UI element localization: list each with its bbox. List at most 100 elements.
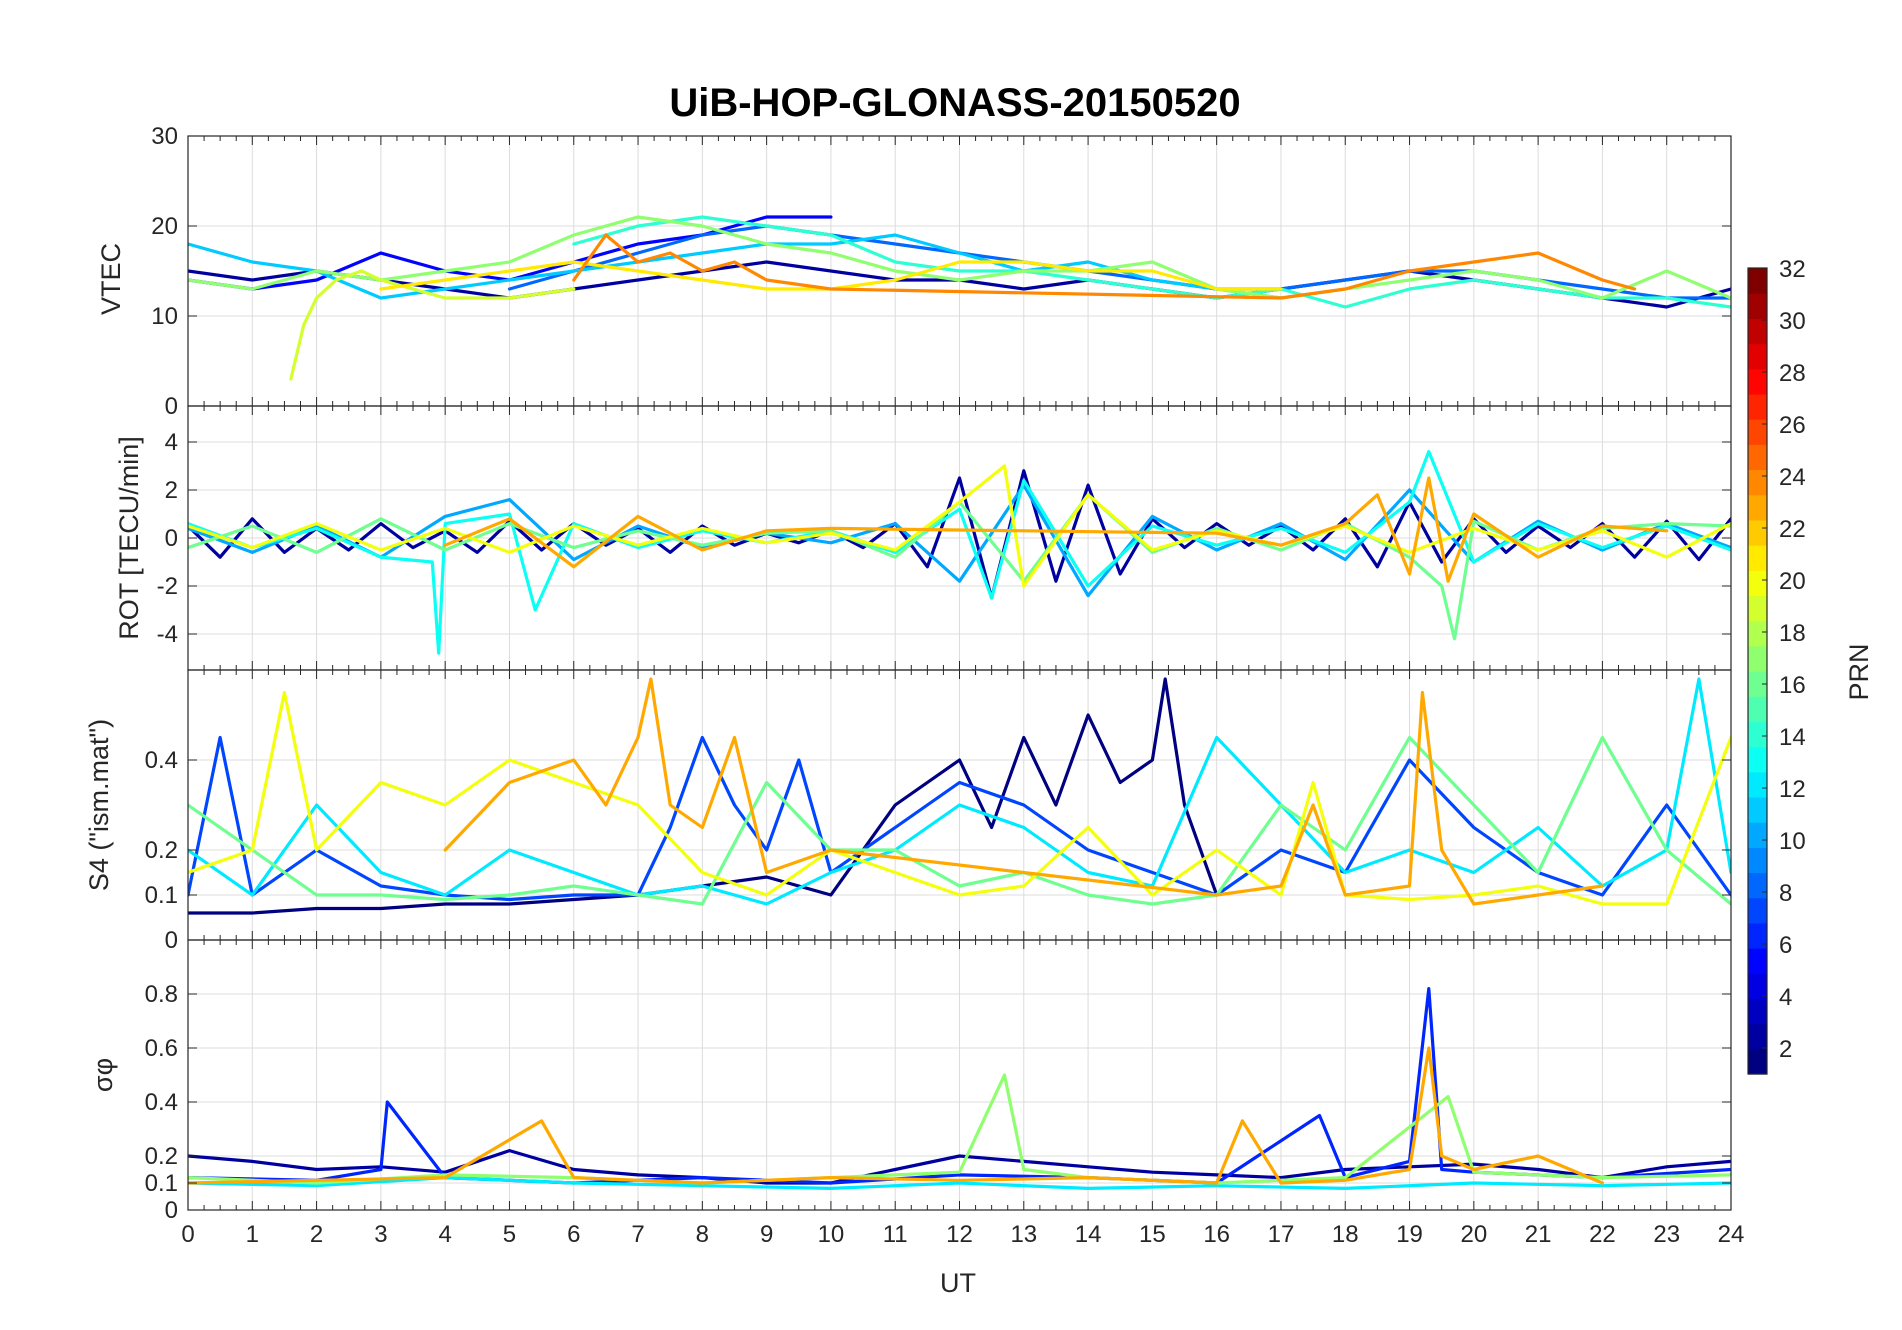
colorbar-tick-label: 6 [1779, 932, 1792, 959]
x-tick-label: 8 [696, 1221, 709, 1248]
x-axis-label: UT [940, 1268, 976, 1298]
series-prn-2 [188, 1149, 1731, 1185]
y-tick-label: 4 [165, 429, 178, 456]
colorbar-segment [1748, 671, 1767, 697]
colorbar-segment [1748, 368, 1767, 395]
colorbar-segment [1748, 620, 1767, 647]
x-tick-label: 14 [1075, 1221, 1102, 1248]
x-tick-label: 2 [310, 1221, 323, 1248]
colorbar-segment [1748, 645, 1767, 672]
colorbar-tick-label: 12 [1779, 776, 1806, 803]
x-tick-label: 7 [631, 1221, 644, 1248]
series-group [188, 987, 1731, 1190]
x-tick-label: 22 [1589, 1221, 1616, 1248]
y-axis-label: VTEC [96, 243, 126, 315]
series-prn-12 [188, 677, 1731, 906]
x-tick-label: 13 [1010, 1221, 1037, 1248]
y-tick-label: -2 [157, 573, 178, 600]
x-tick-label: 16 [1203, 1221, 1230, 1248]
y-tick-label: 0 [165, 393, 178, 420]
colorbar-tick-label: 22 [1779, 516, 1806, 543]
y-tick-label: 2 [165, 477, 178, 504]
y-tick-label: 30 [151, 123, 178, 150]
colorbar-segment [1748, 570, 1767, 597]
series-prn-16 [188, 735, 1731, 906]
colorbar-segment [1748, 343, 1767, 370]
x-tick-label: 17 [1268, 1221, 1295, 1248]
x-tick-label: 10 [818, 1221, 845, 1248]
colorbar-tick-label: 14 [1779, 724, 1806, 751]
series-prn-20 [188, 690, 1731, 906]
colorbar-segment [1748, 948, 1767, 974]
colorbar-tick-label: 18 [1779, 620, 1806, 647]
colorbar-segment [1748, 973, 1767, 1000]
y-axis-label: ROT [TECU/min] [114, 436, 144, 640]
x-tick-label: 1 [246, 1221, 259, 1248]
colorbar-segment [1748, 922, 1767, 949]
colorbar-frame [1747, 267, 1768, 1075]
series-prn-23 [443, 476, 1669, 583]
colorbar-segment [1748, 419, 1767, 445]
x-tick-label: 3 [374, 1221, 387, 1248]
y-tick-label: 0.4 [145, 747, 178, 774]
colorbar-tick-label: 24 [1779, 464, 1806, 491]
x-tick-label: 19 [1396, 1221, 1423, 1248]
colorbar-tick-label: 8 [1779, 880, 1792, 907]
colorbar-label: PRN [1844, 643, 1874, 700]
colorbar-tick-label: 26 [1779, 412, 1806, 439]
colorbar-segment [1748, 746, 1767, 773]
y-tick-label: 0.6 [145, 1035, 178, 1062]
x-tick-label: 21 [1525, 1221, 1552, 1248]
x-tick-label: 11 [883, 1221, 908, 1248]
chart-title: UiB-HOP-GLONASS-20150520 [669, 81, 1240, 125]
series-prn-17 [188, 1073, 1731, 1185]
colorbar-segment [1748, 595, 1767, 622]
colorbar-segment [1748, 293, 1767, 319]
colorbar-segment [1748, 897, 1767, 924]
y-tick-label: 0.2 [145, 837, 178, 864]
x-tick-label: 9 [760, 1221, 773, 1248]
x-tick-label: 24 [1718, 1221, 1745, 1248]
colorbar-tick-label: 32 [1779, 256, 1806, 283]
colorbar-segment [1748, 771, 1767, 798]
colorbar-segment [1748, 318, 1767, 345]
series-group [188, 450, 1731, 655]
y-tick-label: 10 [151, 303, 178, 330]
x-tick-label: 4 [438, 1221, 451, 1248]
series-prn-17 [188, 215, 1731, 300]
series-prn-14 [572, 215, 1731, 309]
x-tick-label: 23 [1653, 1221, 1680, 1248]
series-prn-24 [572, 233, 1637, 300]
colorbar-segment [1748, 796, 1767, 823]
series-prn-19 [289, 269, 576, 381]
y-tick-label: 0.1 [145, 1170, 178, 1197]
x-tick-label: 18 [1332, 1221, 1359, 1248]
colorbar-tick-label: 16 [1779, 672, 1806, 699]
series-prn-8 [507, 224, 1731, 300]
y-axis-label: σφ [88, 1058, 118, 1092]
panel-3: 0 0.1 0.2 0.4 S4 ("ism.mat") [84, 669, 1732, 954]
series-prn-11 [188, 233, 1283, 300]
series-group [188, 677, 1731, 915]
series-prn-23 [443, 677, 1604, 906]
y-tick-label: 0.8 [145, 981, 178, 1008]
y-tick-label: 20 [151, 213, 178, 240]
colorbar-tick-label: 20 [1779, 568, 1806, 595]
panel-4: 00.10.2 0.4 0.6 0.8 σφ [88, 939, 1732, 1224]
colorbar-segment [1748, 469, 1767, 496]
colorbar-tick-label: 30 [1779, 308, 1806, 335]
colorbar-tick-label: 28 [1779, 360, 1806, 387]
colorbar-segment [1748, 545, 1767, 571]
colorbar-segment [1748, 393, 1767, 420]
colorbar-segment [1748, 696, 1767, 722]
x-tick-label: 5 [503, 1221, 516, 1248]
y-tick-label: 0.1 [145, 882, 178, 909]
panel-2: -4 -2 0 2 4 ROT [TECU/min] [114, 405, 1732, 671]
x-tick-label: 12 [946, 1221, 973, 1248]
colorbar-tick-label: 10 [1779, 828, 1806, 855]
y-tick-label: -4 [157, 621, 178, 648]
colorbar-segment [1748, 268, 1767, 294]
series-prn-23 [188, 1046, 1604, 1185]
